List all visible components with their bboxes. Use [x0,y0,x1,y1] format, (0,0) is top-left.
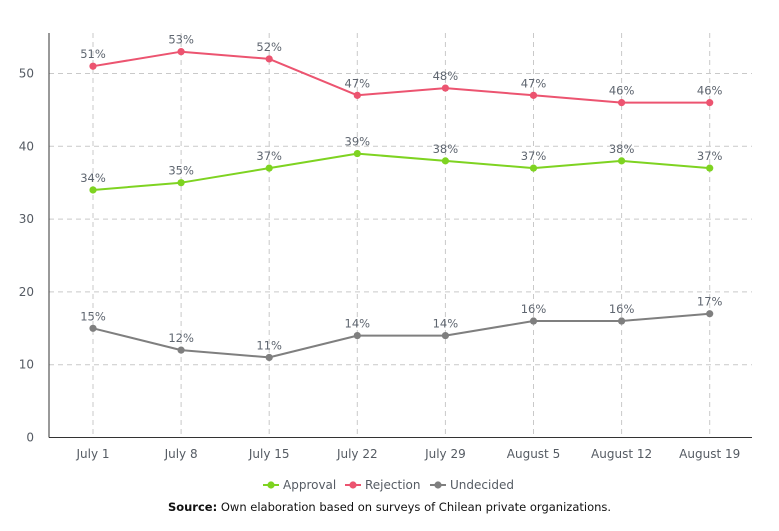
x-tick-label: July 1 [75,447,109,461]
data-point-undecided [441,331,449,340]
data-label-rejection: 46% [609,84,635,98]
data-point-rejection [265,55,273,63]
legend-swatch-marker [434,481,442,489]
data-point-approval [441,157,449,165]
series-undecided: 15% 12% 11% 14% 14% 16% 16% 17% [80,295,723,362]
data-label-approval: 38% [609,142,635,156]
data-point-undecided [353,331,361,340]
data-point-rejection [89,62,97,70]
data-point-rejection [441,84,449,92]
data-label-rejection: 48% [433,69,459,83]
data-label-rejection: 47% [521,76,547,90]
data-label-undecided: 17% [697,295,723,309]
data-point-rejection [353,91,361,99]
data-label-rejection: 47% [345,76,371,90]
series-rejection: 51% 53% 52% 47% 48% 47% 46% 46% [80,33,723,107]
data-point-undecided [529,317,538,325]
y-tick-label: 10 [19,358,34,372]
series-line-approval [92,152,710,191]
data-point-rejection [706,99,714,107]
data-label-undecided: 16% [521,302,547,316]
legend-swatch-marker [349,481,357,489]
series-line-undecided [92,312,710,359]
data-point-approval [529,164,538,172]
legend-item-undecided: Undecided [430,478,514,492]
data-label-approval: 39% [345,135,371,149]
data-point-approval [618,157,626,165]
data-label-approval: 34% [80,171,106,185]
data-point-rejection [618,99,626,107]
data-point-approval [353,149,361,158]
legend-item-approval: Approval [263,478,336,492]
data-label-approval: 35% [168,164,194,178]
series: 51%53%52%47%48%47%46% 46%34%35%37%39%38%3… [80,33,723,362]
y-tick-label: 20 [19,285,34,299]
x-tick-label: July 29 [424,447,466,461]
legend: Approval Rejection Undecided [263,478,514,492]
data-label-undecided: 15% [80,309,106,323]
data-point-undecided [618,317,626,325]
source-text: Own elaboration based on surveys of Chil… [217,500,612,514]
data-label-undecided: 14% [345,317,371,331]
y-tick-label: 30 [19,212,34,226]
data-label-undecided: 12% [168,331,194,345]
x-tick-label: July 15 [248,447,290,461]
series-line-rejection [92,50,710,104]
data-label-approval: 37% [521,149,547,163]
data-label-approval: 38% [433,142,459,156]
x-tick-label: August 19 [679,447,740,461]
legend-label: Rejection [365,478,420,492]
data-label-approval: 37% [697,149,723,163]
data-point-approval [265,164,273,172]
data-label-undecided: 16% [609,302,635,316]
y-tick-label: 0 [26,431,34,445]
source-caption: Source: Own elaboration based on surveys… [0,500,779,514]
axes: 0 10 20 30 40 50 July 1 July 8 July 15 July 22 Jul… [19,33,752,461]
data-label-approval: 37% [256,149,282,163]
data-point-undecided [265,353,273,362]
data-point-undecided [177,346,185,354]
x-tick-label: August 5 [507,447,560,461]
x-tick-label: July 8 [164,447,198,461]
data-point-approval [706,164,714,172]
data-label-undecided: 11% [256,338,282,352]
data-point-approval [89,186,97,194]
source-label: Source: [167,500,218,514]
data-point-approval [177,179,185,187]
legend-item-rejection: Rejection [345,478,420,492]
data-point-rejection [529,91,538,99]
data-label-rejection: 51% [80,47,106,61]
data-label-rejection: 53% [168,33,194,47]
grid [49,33,752,438]
data-label-rejection: 52% [256,40,282,54]
data-label-rejection: 46% [697,84,723,98]
line-chart: 0 10 20 30 40 50 July 1 July 8 July 15 July 22 Jul… [19,33,752,492]
data-point-rejection [177,48,185,56]
legend-swatch-marker [267,481,275,489]
x-tick-label: July 22 [336,447,378,461]
data-label-undecided: 14% [433,317,459,331]
legend-label: Approval [283,478,336,492]
x-tick-label: August 12 [591,447,652,461]
data-point-undecided [706,310,714,318]
series-approval: 34% 35% 37% 39% 38% 37% 38% 37% [80,135,723,194]
data-point-undecided [89,324,97,332]
y-tick-label: 40 [19,139,34,153]
y-tick-label: 50 [19,67,34,81]
legend-label: Undecided [450,478,514,492]
